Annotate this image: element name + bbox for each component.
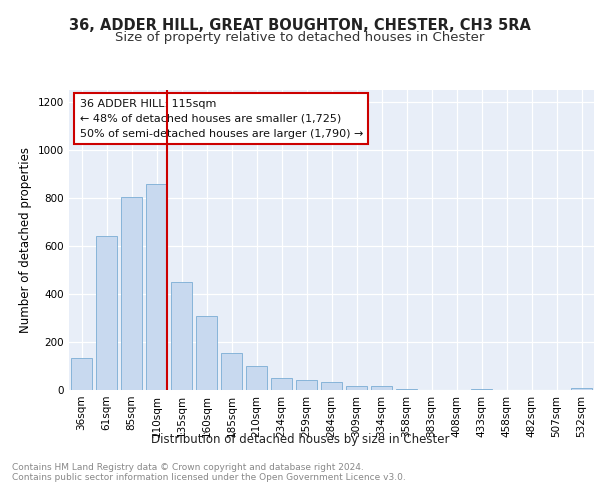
Bar [471, 389, 492, 390]
Bar [246, 366, 267, 390]
Text: 36 ADDER HILL: 115sqm
← 48% of detached houses are smaller (1,725)
50% of semi-d: 36 ADDER HILL: 115sqm ← 48% of detached … [79, 99, 363, 138]
Bar [71, 358, 92, 390]
Text: Size of property relative to detached houses in Chester: Size of property relative to detached ho… [115, 31, 485, 44]
Bar [121, 197, 142, 390]
Y-axis label: Number of detached properties: Number of detached properties [19, 147, 32, 333]
Bar [146, 184, 167, 390]
Bar [321, 382, 342, 390]
Bar [396, 389, 417, 390]
Text: Contains HM Land Registry data © Crown copyright and database right 2024.
Contai: Contains HM Land Registry data © Crown c… [12, 462, 406, 482]
Bar [296, 380, 317, 390]
Text: Distribution of detached houses by size in Chester: Distribution of detached houses by size … [151, 432, 449, 446]
Bar [221, 353, 242, 390]
Bar [171, 282, 192, 390]
Bar [346, 386, 367, 390]
Bar [571, 388, 592, 390]
Bar [196, 316, 217, 390]
Bar [96, 236, 117, 390]
Text: 36, ADDER HILL, GREAT BOUGHTON, CHESTER, CH3 5RA: 36, ADDER HILL, GREAT BOUGHTON, CHESTER,… [69, 18, 531, 32]
Bar [371, 386, 392, 390]
Bar [271, 378, 292, 390]
